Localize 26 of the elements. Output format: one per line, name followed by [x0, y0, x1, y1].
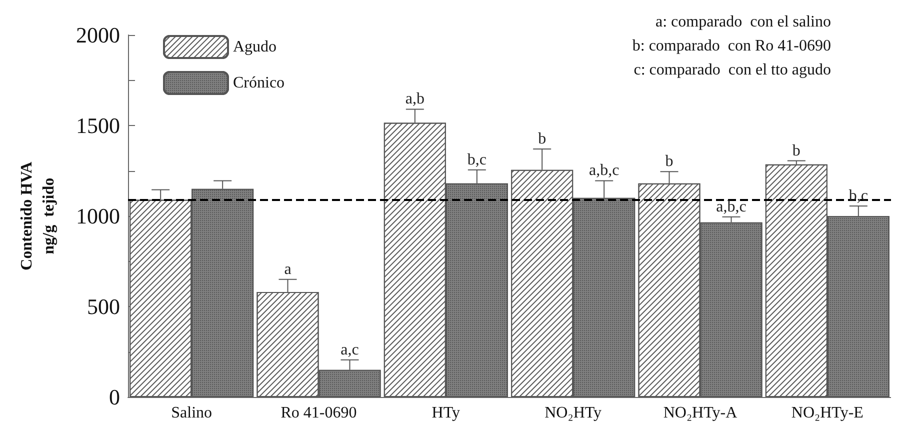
legend-label: Crónico: [233, 74, 285, 92]
y-tick-label: 1500: [76, 113, 120, 138]
data-label: a,b,c: [716, 198, 746, 216]
x-tick-label: NO₂HTy-E: [791, 404, 864, 422]
data-label: a,c: [340, 341, 359, 358]
y-tick-label: 2000: [76, 22, 120, 48]
text: a: comparado con el salino: [656, 14, 832, 30]
data-label: b: [538, 130, 546, 148]
legend-label: Agudo: [233, 38, 277, 56]
data-label: b: [665, 153, 674, 170]
y-tick-label: 1000: [76, 204, 120, 228]
data-label: a: [284, 260, 292, 278]
y-tick-label: 500: [87, 294, 120, 319]
y-tick-label: 0: [109, 384, 120, 410]
data-label: a,b,c: [588, 162, 620, 180]
data-label: a,b: [405, 90, 424, 108]
annotation: b: comparado con Ro 41-0690: [632, 38, 831, 54]
y-axis-title: Contenido HVA ng/g tejido: [18, 161, 58, 270]
x-tick-label: NO₂HTy: [544, 404, 602, 422]
x-tick-label: Salino: [171, 404, 212, 422]
x-tick-label: HTy: [432, 404, 460, 422]
annotation: c: comparado con el tto agudo: [634, 62, 831, 78]
x-tick-label: NO₂HTy-A: [663, 404, 738, 422]
x-tick-label: Ro 41-0690: [280, 404, 357, 422]
data-label: b: [792, 142, 800, 160]
data-label: b,c: [467, 151, 486, 168]
